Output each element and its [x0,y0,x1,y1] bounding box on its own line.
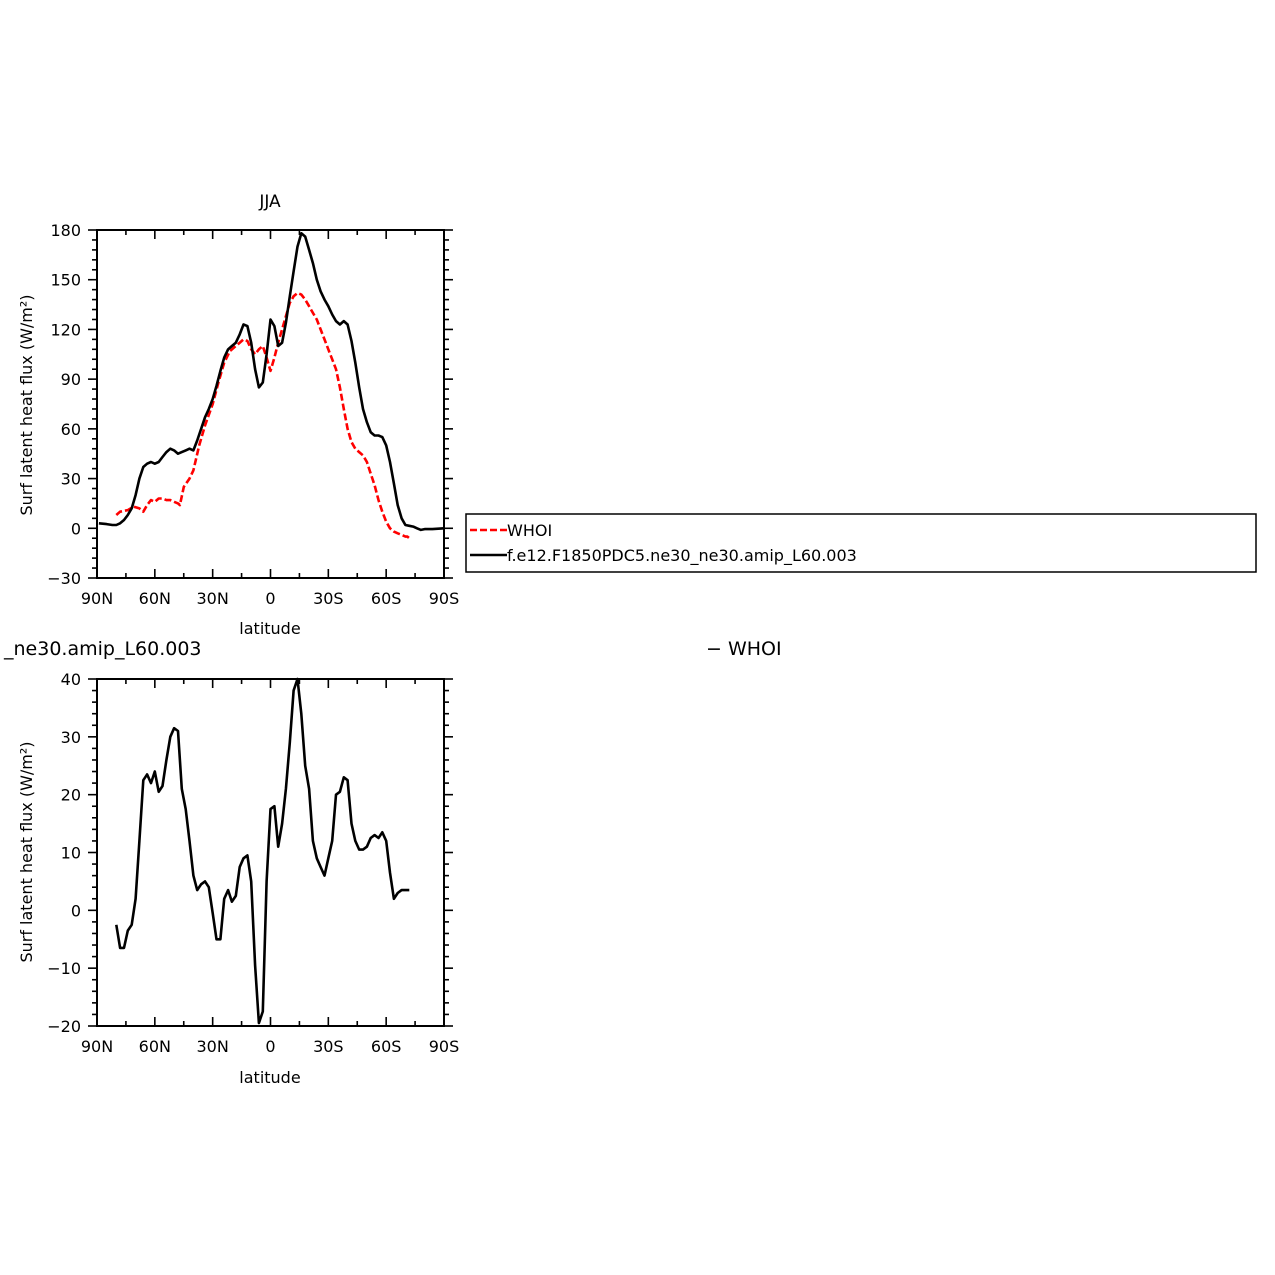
panel1-ytick-label: −30 [47,569,81,588]
panel1-xtick-label: 90S [429,589,460,608]
panel1-ylabel: Surf latent heat flux (W/m²) [17,294,36,515]
legend: WHOI f.e12.F1850PDC5.ne30_ne30.amip_L60.… [465,513,1257,573]
panel2-series-group [115,677,410,1025]
panel1-xtick-label: 0 [265,589,275,608]
panel1-ytick-label: 180 [50,221,81,240]
panel2-xtick-label: 30N [197,1037,229,1056]
panel2-ytick-label: 30 [61,728,81,747]
panel2-xtick-label: 0 [265,1037,275,1056]
panel2-ylabel: Surf latent heat flux (W/m²) [17,741,36,962]
panel1-xtick-label: 60N [139,589,171,608]
panel2-ytick-label: 0 [71,901,81,920]
panel2-ytick-label: 40 [61,670,81,689]
panel2-xlabel: latitude [239,1068,300,1087]
panel1-axes-group: 90N 60N 30N 0 30S 60S 90S −30 0 30 60 90 120 150 180 [47,221,459,608]
panel2-xtick-label: 60N [139,1037,171,1056]
panel2-title-right-segment: − WHOI [706,638,782,660]
legend-box [465,513,1257,573]
panel1-xtick-label: 30N [197,589,229,608]
panel1-xtick-label: 30S [313,589,344,608]
panel2-xtick-label: 90S [429,1037,460,1056]
panel2-xtick-label: 60S [371,1037,402,1056]
panel1-xtick-label: 60S [371,589,402,608]
panel1-xlabel: latitude [239,619,300,638]
panel2-title-left-segment: _ne30.amip_L60.003 [3,638,202,660]
panel2-xtick-label: 90N [81,1037,113,1056]
panel1-series-group [98,232,445,540]
panel2-axes-group: 90N 60N 30N 0 30S 60S 90S −20 −10 0 10 20 30 40 [47,670,459,1056]
panel1-ytick-label: 90 [61,370,81,389]
panel2-ytick-label: 10 [61,844,81,863]
panel2-ytick-label: −10 [47,959,81,978]
panel1-series-line-1 [98,232,445,532]
panel1-title: JJA [258,192,281,212]
panel1-ytick-label: 120 [50,320,81,339]
panel1-ytick-label: 150 [50,271,81,290]
legend-label-whoi: WHOI [507,521,552,540]
panel2-ytick-label: −20 [47,1017,81,1036]
panel2-xtick-label: 30S [313,1037,344,1056]
panel1-ytick-label: 0 [71,519,81,538]
panel2-series-line-0 [115,677,410,1025]
panel1-series-line-0 [115,291,411,540]
panel1-xtick-label: 90N [81,589,113,608]
panel2-ytick-label: 20 [61,786,81,805]
panel-bottom-difference: _ne30.amip_L60.003 − WHOI 90N 60N 30N 0 30S 6… [3,638,782,1087]
panel1-ytick-label: 30 [61,470,81,489]
panel-top-jja: JJA 90N 60N 30N 0 30S 60S 90S −30 0 30 60 90 120 150 1… [17,192,459,638]
legend-label-model: f.e12.F1850PDC5.ne30_ne30.amip_L60.003 [507,546,857,566]
panel1-ytick-label: 60 [61,420,81,439]
